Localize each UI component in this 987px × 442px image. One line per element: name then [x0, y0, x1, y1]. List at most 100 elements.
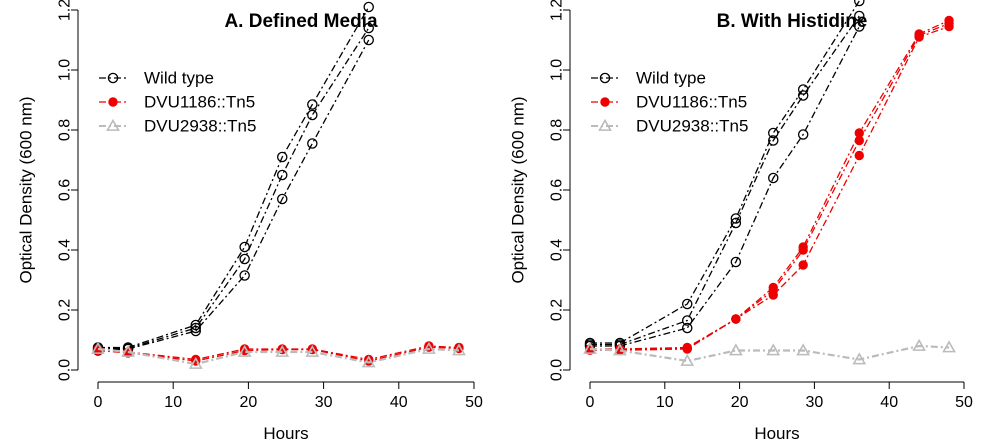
series-line-wild-type-rep3	[97, 39, 370, 352]
data-point-dvu2938-tn5-rep1-8	[942, 340, 956, 353]
x-axis: 0 10 20 30 40 50 Hours	[586, 381, 973, 442]
series-dvu2938-tn5	[583, 338, 956, 366]
data-point-wild-type-rep3-3	[239, 270, 250, 281]
data-point-wild-type-rep3-2	[681, 322, 693, 334]
data-point-wild-type-rep3-5	[797, 129, 809, 140]
data-point-dvu2938-tn5-rep1-3	[728, 343, 743, 356]
y-tick-label-1-0: 1.0	[57, 59, 74, 81]
data-point-wild-type-rep2-4	[276, 169, 288, 181]
series-line-wild-type-rep3	[590, 26, 860, 347]
y-tick-label-0-8: 0.8	[549, 119, 566, 141]
data-point-dvu2938-tn5-rep1-1	[121, 344, 135, 357]
y-axis: 0.0 0.2 0.4 0.6 0.8 1.0 1.2 Optical Density (60…	[509, 0, 571, 381]
data-point-wild-type-rep1-3	[239, 241, 250, 253]
data-point-wild-type-rep1-6	[363, 1, 374, 13]
data-point-dvu2938-tn5-rep1-7	[422, 341, 436, 354]
data-point-wild-type-rep2-3	[239, 253, 250, 265]
data-point-wild-type-rep2-6	[854, 10, 865, 22]
x-tick-label-10: 10	[656, 394, 674, 411]
data-point-dvu1186-tn5-rep3-8	[944, 21, 954, 32]
y-tick-label-1-2: 1.2	[57, 0, 74, 21]
data-point-dvu2938-tn5-rep1-7	[912, 338, 926, 351]
legend-marker-dvu1186-tn5	[108, 97, 118, 107]
data-point-dvu2938-tn5-rep1-1	[613, 343, 627, 356]
data-point-dvu2938-tn5-rep1-4	[766, 343, 781, 356]
y-tick-label-0-0: 0.0	[549, 359, 566, 381]
y-tick-label-0-4: 0.4	[57, 239, 74, 261]
data-point-wild-type-rep1-5	[307, 99, 318, 110]
data-point-wild-type-rep3-5	[307, 138, 318, 149]
data-point-wild-type-rep2-4	[768, 135, 779, 146]
y-axis-label: Optical Density (600 nm)	[509, 96, 528, 283]
data-point-wild-type-rep3-6	[854, 21, 865, 32]
series-line-wild-type-rep1	[590, 0, 860, 344]
data-point-wild-type-rep2-2	[190, 322, 202, 334]
y-tick-label-0-6: 0.6	[57, 179, 74, 201]
legend-marker-dvu2938-tn5	[598, 118, 612, 131]
y-tick-label-1-2: 1.2	[549, 0, 566, 21]
data-point-dvu2938-tn5-rep1-8	[452, 343, 466, 356]
data-point-dvu2938-tn5-rep1-5	[305, 344, 320, 357]
x-tick-label-20: 20	[240, 394, 258, 411]
data-point-wild-type-rep1-4	[276, 151, 288, 163]
data-point-dvu1186-tn5-rep3-6	[854, 150, 864, 161]
y-tick-label-0-6: 0.6	[549, 179, 566, 201]
legend-marker-wild-type	[599, 72, 611, 84]
y-tick-label-0-2: 0.2	[57, 299, 74, 321]
data-point-wild-type-rep1-2	[681, 298, 693, 310]
series-line-dvu2938-tn5-rep1	[589, 344, 950, 363]
legend-marker-dvu2938-tn5	[106, 118, 120, 131]
legend-label-dvu2938-tn5: DVU2938::Tn5	[144, 117, 256, 136]
y-tick-label-0-8: 0.8	[57, 119, 74, 141]
data-point-dvu1186-tn5-rep2-5	[798, 245, 808, 255]
x-tick-label-40: 40	[880, 394, 898, 411]
x-tick-label-50: 50	[465, 394, 483, 411]
data-point-wild-type-rep3-4	[768, 172, 779, 184]
data-point-dvu1186-tn5-rep2-6	[854, 135, 864, 146]
data-point-dvu1186-tn5-rep3-7	[914, 32, 924, 42]
data-point-dvu1186-tn5-rep3-3	[731, 314, 741, 324]
data-point-dvu1186-tn5-rep3-2	[682, 344, 692, 354]
y-axis-label: Optical Density (600 nm)	[17, 96, 36, 283]
series-wild-type	[584, 0, 865, 352]
data-point-dvu1186-tn5-rep3-4	[768, 290, 778, 300]
x-axis-label: Hours	[263, 424, 308, 442]
data-point-wild-type-rep2-3	[730, 217, 742, 229]
chart-title: A. Defined Media	[224, 11, 378, 32]
x-axis: 0 10 20 30 40 50 Hours	[94, 381, 483, 442]
y-tick-label-0-4: 0.4	[549, 239, 566, 261]
data-point-wild-type-rep3-3	[730, 256, 742, 268]
data-point-wild-type-rep2-5	[307, 109, 318, 121]
legend-marker-wild-type	[107, 72, 119, 84]
data-point-wild-type-rep2-6	[363, 22, 374, 34]
legend-label-wild-type: Wild type	[636, 69, 706, 88]
x-tick-label-40: 40	[390, 394, 408, 411]
data-point-dvu2938-tn5-rep1-5	[796, 343, 811, 356]
series-line-wild-type-rep1	[98, 6, 370, 349]
data-point-dvu2938-tn5-rep1-6	[852, 352, 867, 365]
x-tick-label-0: 0	[94, 394, 103, 411]
y-tick-label-0-0: 0.0	[57, 359, 74, 381]
x-tick-label-50: 50	[955, 394, 973, 411]
y-axis: 0.0 0.2 0.4 0.6 0.8 1.0 1.2 Optical Density (60…	[17, 0, 79, 381]
data-point-dvu2938-tn5-rep1-6	[361, 355, 376, 368]
legend-label-wild-type: Wild type	[144, 69, 214, 88]
data-point-dvu2938-tn5-rep1-3	[237, 344, 252, 357]
data-point-wild-type-rep3-2	[190, 325, 202, 337]
series-line-dvu2938-tn5-rep1	[97, 347, 460, 366]
data-point-dvu2938-tn5-rep1-0	[583, 341, 597, 354]
legend-label-dvu1186-tn5: DVU1186::Tn5	[144, 93, 255, 112]
data-point-wild-type-rep1-6	[854, 0, 865, 7]
legend-label-dvu1186-tn5: DVU1186::Tn5	[636, 93, 747, 112]
x-tick-label-10: 10	[164, 394, 182, 411]
x-tick-label-30: 30	[806, 394, 824, 411]
data-point-dvu2938-tn5-rep1-4	[275, 344, 290, 357]
data-point-dvu2938-tn5-rep1-2	[188, 356, 203, 369]
y-tick-label-0-2: 0.2	[549, 299, 566, 321]
x-tick-label-30: 30	[315, 394, 333, 411]
series-wild-type	[92, 1, 374, 356]
